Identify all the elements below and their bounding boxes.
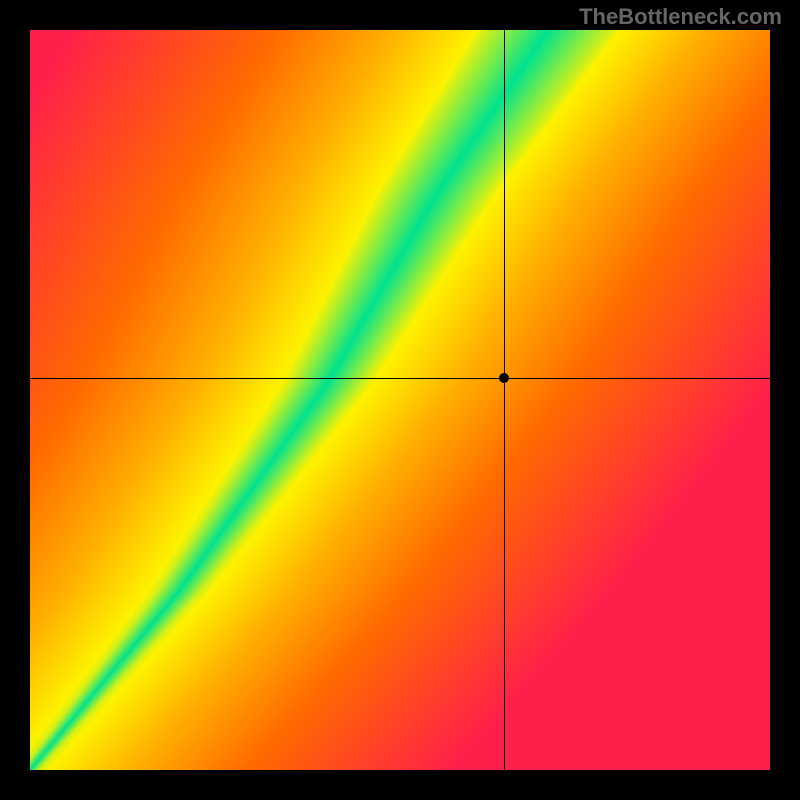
heatmap-canvas [30,30,770,770]
crosshair-horizontal [30,378,770,379]
crosshair-marker [499,373,509,383]
crosshair-vertical [504,30,505,770]
chart-container: TheBottleneck.com [0,0,800,800]
watermark-text: TheBottleneck.com [579,4,782,30]
plot-area [30,30,770,770]
